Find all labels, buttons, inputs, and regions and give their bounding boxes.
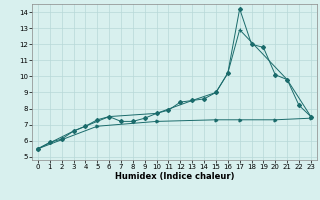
- X-axis label: Humidex (Indice chaleur): Humidex (Indice chaleur): [115, 172, 234, 181]
